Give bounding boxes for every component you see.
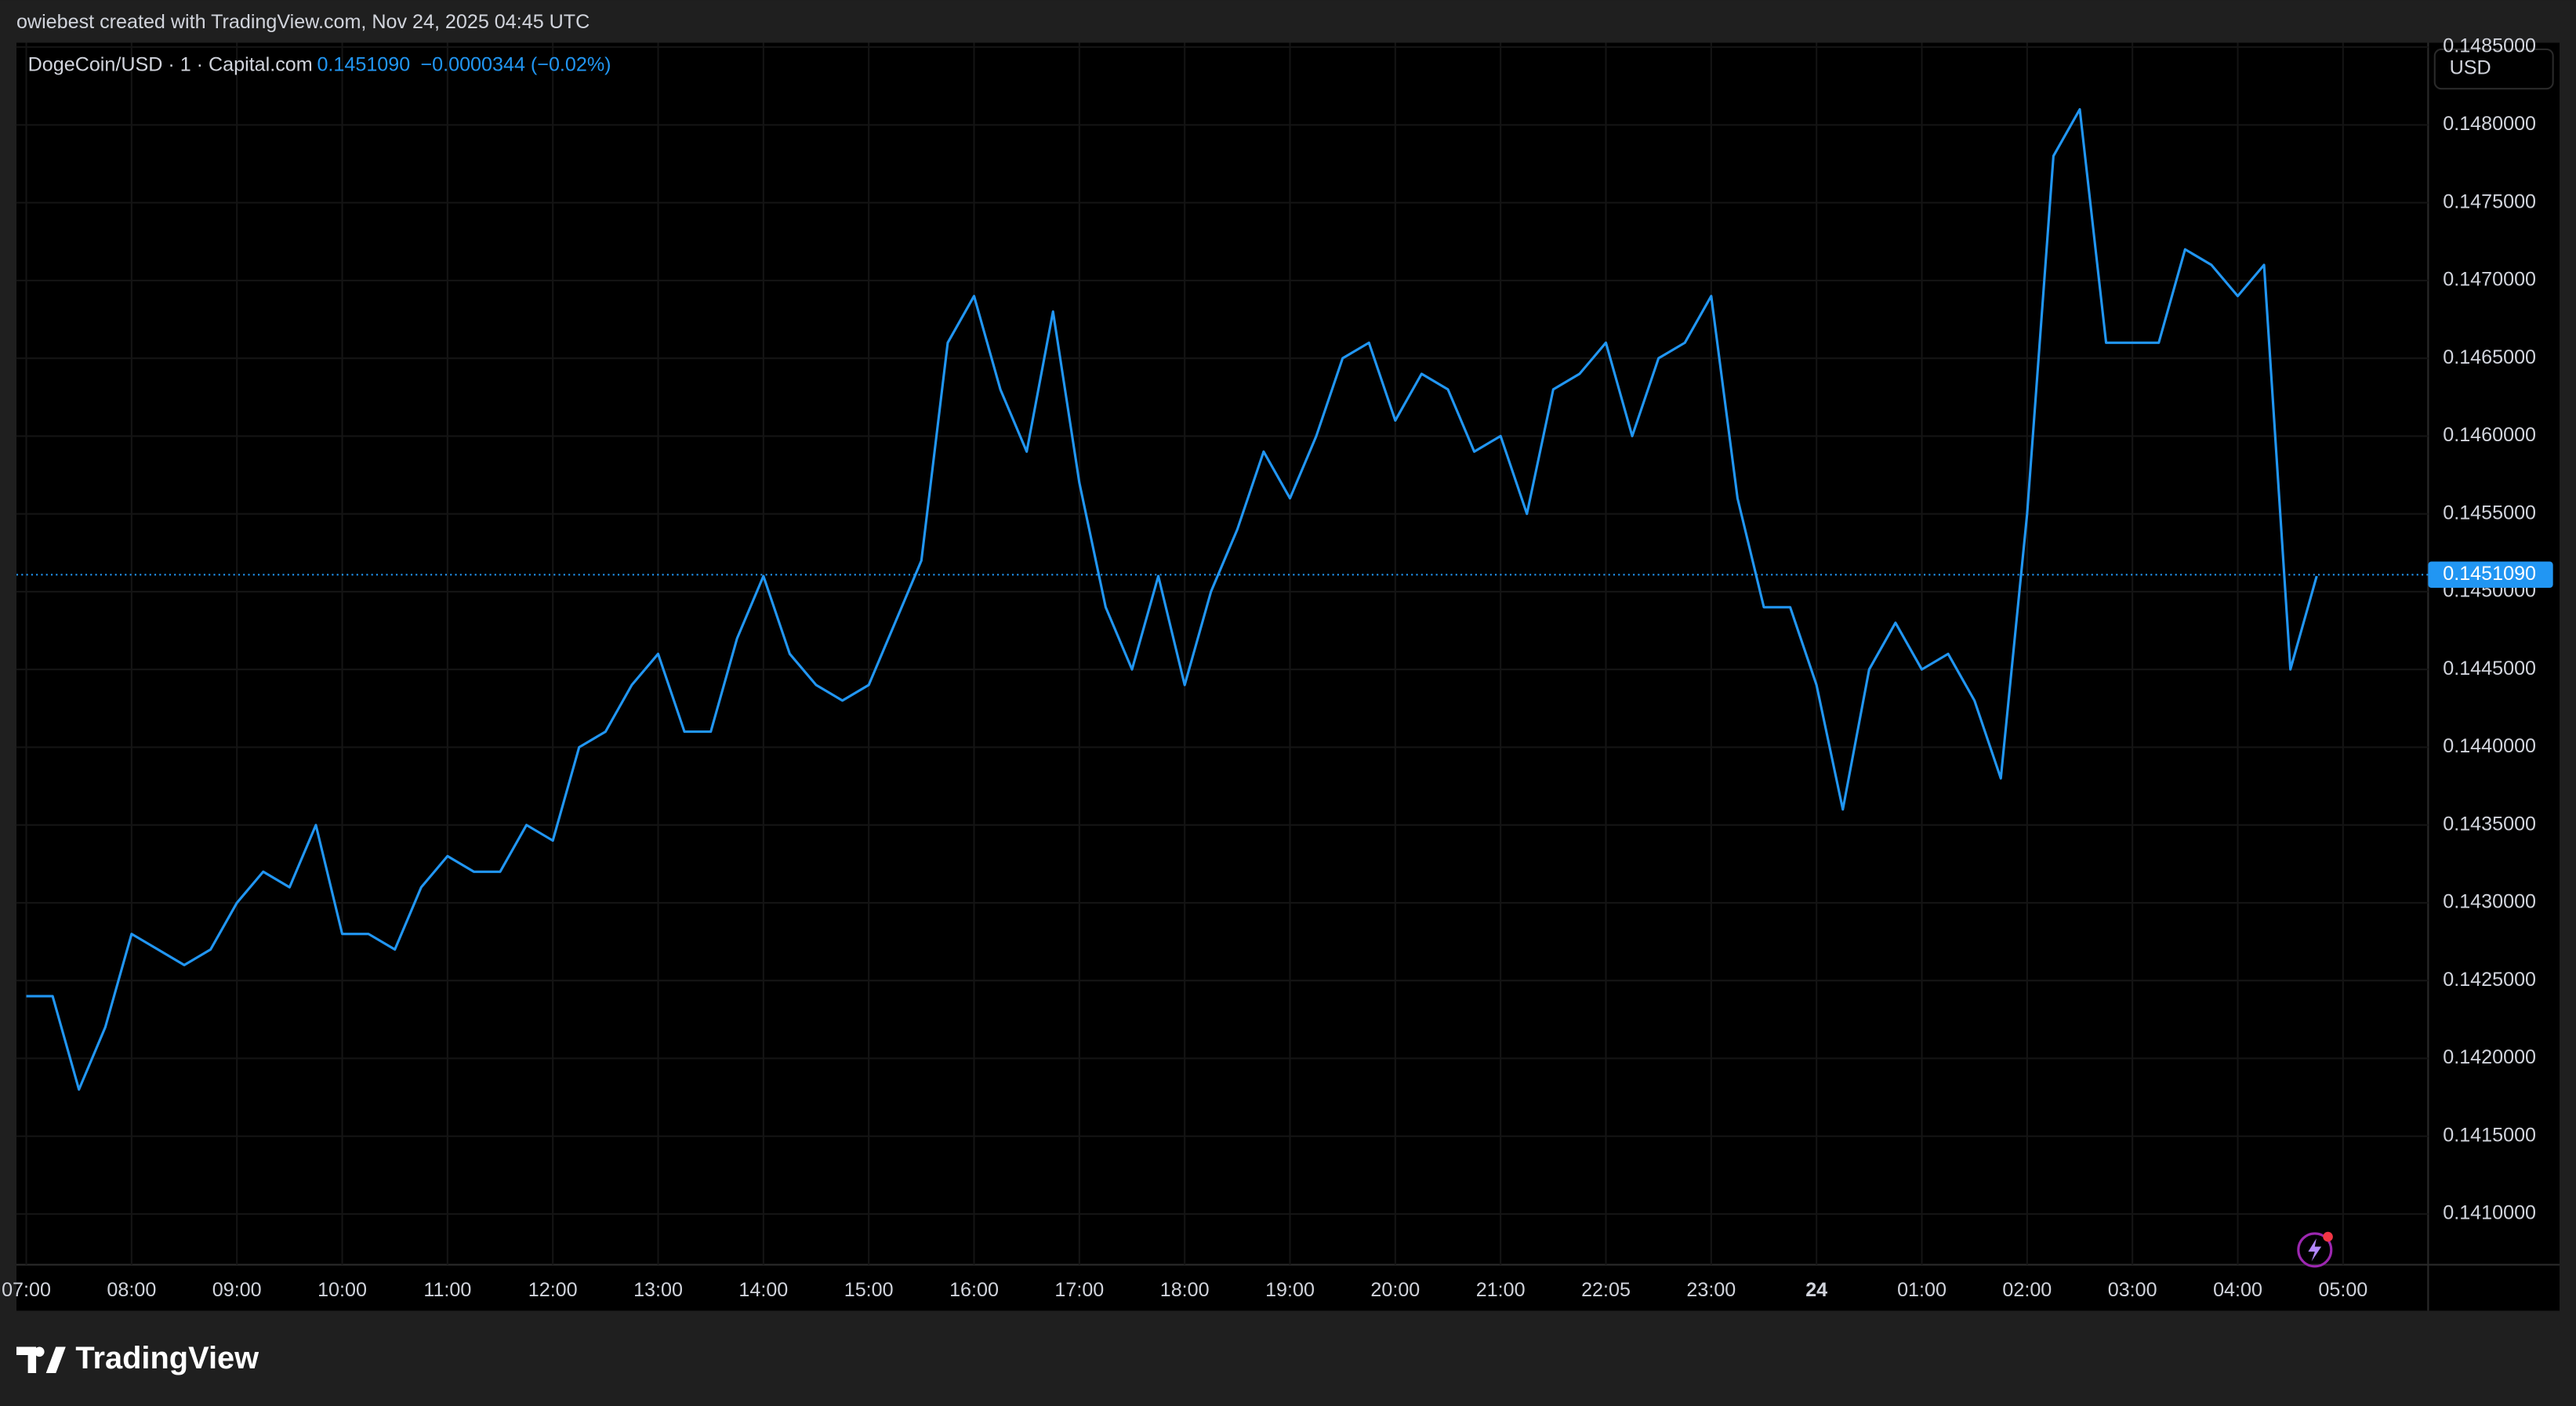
logo: TradingView xyxy=(16,1341,259,1375)
x-tick-label: 21:00 xyxy=(1476,1279,1526,1301)
y-tick-label: 0.1425000 xyxy=(2443,969,2536,991)
x-tick-label: 04:00 xyxy=(2213,1279,2262,1301)
x-tick-label: 15:00 xyxy=(844,1279,894,1301)
y-tick-label: 0.1440000 xyxy=(2443,735,2536,757)
chart-panel xyxy=(16,42,2560,1311)
x-tick-label: 10:00 xyxy=(317,1279,367,1301)
x-tick-label: 03:00 xyxy=(2108,1279,2157,1301)
x-tick-label: 02:00 xyxy=(2002,1279,2052,1301)
x-tick-label: 17:00 xyxy=(1054,1279,1104,1301)
x-tick-label: 20:00 xyxy=(1370,1279,1420,1301)
currency-button[interactable] xyxy=(2433,48,2554,90)
y-tick-label: 0.1430000 xyxy=(2443,891,2536,913)
x-tick-label: 05:00 xyxy=(2318,1279,2367,1301)
x-tick-label: 07:00 xyxy=(2,1279,51,1301)
header: owiebest created with TradingView.com, N… xyxy=(16,11,590,33)
y-tick-label: 0.1475000 xyxy=(2443,190,2536,212)
price-line xyxy=(26,107,2318,1091)
logo-text: TradingView xyxy=(75,1341,259,1375)
y-tick-label: 0.1410000 xyxy=(2443,1202,2536,1224)
y-tick-label: 0.1420000 xyxy=(2443,1046,2536,1068)
currency[interactable]: USD xyxy=(2450,57,2491,79)
y-tick-label: 0.1455000 xyxy=(2443,502,2536,524)
y-tick-label: 0.1485000 xyxy=(2443,35,2536,57)
y-tick-label: 0.1445000 xyxy=(2443,658,2536,679)
x-tick-label: 11:00 xyxy=(423,1279,471,1301)
y-tick-label: 0.1480000 xyxy=(2443,113,2536,135)
x-tick-label: 08:00 xyxy=(107,1279,156,1301)
x-tick-label: 16:00 xyxy=(949,1279,999,1301)
x-tick-label: 09:00 xyxy=(212,1279,262,1301)
x-tick-label: 01:00 xyxy=(1897,1279,1947,1301)
last-price-label: 0.1451090 xyxy=(2443,563,2536,585)
x-tick-label: 23:00 xyxy=(1686,1279,1736,1301)
legend-change: −0.0000344 (−0.02%) xyxy=(420,54,611,76)
symbol-title: DogeCoin/USD · 1 · Capital.com xyxy=(28,54,313,76)
last-price-tag xyxy=(2428,561,2553,589)
x-tick-label: 12:00 xyxy=(528,1279,578,1301)
y-tick-label: 0.1465000 xyxy=(2443,346,2536,368)
y-tick-label: 0.1415000 xyxy=(2443,1124,2536,1146)
x-tick-label: 24 xyxy=(1805,1279,1827,1301)
y-tick-label: 0.1435000 xyxy=(2443,813,2536,835)
x-tick-label: 22:05 xyxy=(1581,1279,1631,1301)
x-tick-label: 13:00 xyxy=(633,1279,683,1301)
x-tick-label: 18:00 xyxy=(1160,1279,1210,1301)
x-tick-label: 14:00 xyxy=(738,1279,788,1301)
y-tick-label: 0.1460000 xyxy=(2443,424,2536,446)
legend-price: 0.1451090 xyxy=(317,54,410,76)
y-tick-label: 0.1470000 xyxy=(2443,269,2536,291)
assistant-icon[interactable] xyxy=(2297,1231,2333,1268)
x-tick-label: 19:00 xyxy=(1265,1279,1315,1301)
